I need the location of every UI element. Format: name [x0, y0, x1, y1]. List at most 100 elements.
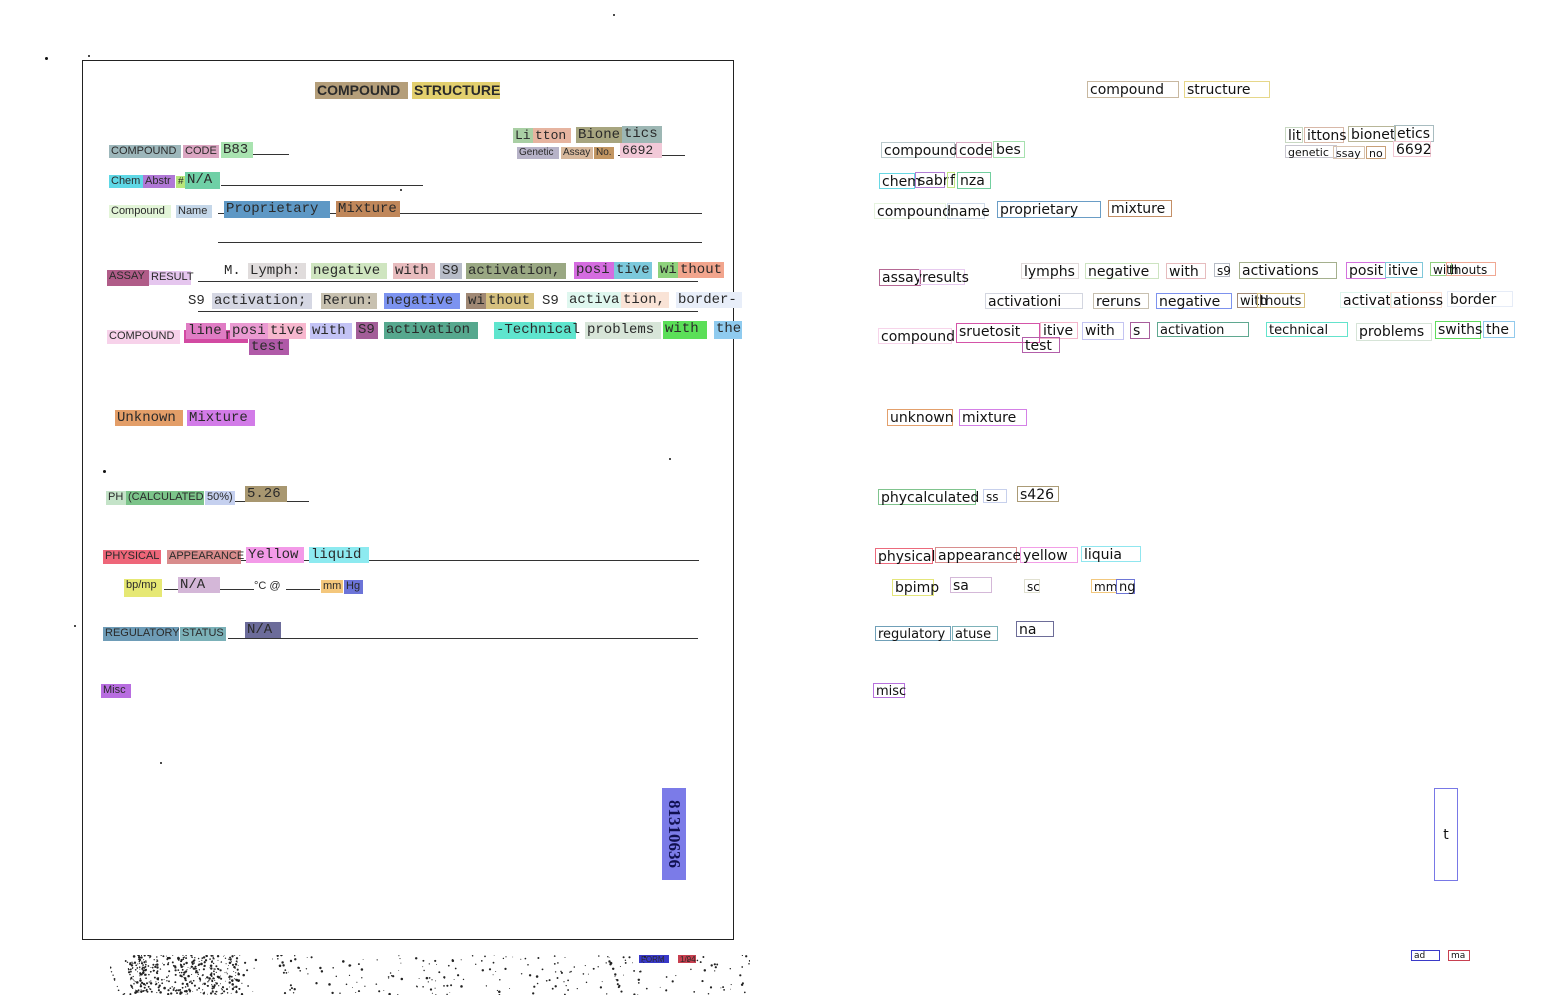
- scan-speck: [669, 458, 671, 460]
- noise-dot: [196, 969, 198, 971]
- ocr-word-box: lymphs: [1021, 263, 1079, 279]
- noise-dot: [220, 977, 223, 980]
- noise-dot: [230, 992, 232, 994]
- noise-dot: [446, 984, 449, 987]
- noise-dot: [211, 960, 213, 962]
- ocr-word-box: mixture: [1108, 200, 1172, 217]
- noise-dot: [185, 957, 188, 960]
- noise-dot: [554, 985, 557, 988]
- noise-dot: [436, 964, 438, 966]
- noise-dot: [215, 982, 218, 985]
- noise-dot: [307, 973, 309, 975]
- noise-dot: [144, 990, 146, 992]
- noise-dot: [182, 957, 184, 959]
- scan-speck: [74, 625, 76, 627]
- ocr-word-box: bes: [993, 141, 1025, 158]
- noise-dot: [447, 964, 450, 967]
- noise-dot: [614, 973, 617, 976]
- noise-dot: [400, 977, 404, 981]
- noise-dot: [220, 993, 222, 995]
- ocr-word-box: proprietary: [997, 201, 1101, 218]
- noise-dot: [145, 968, 148, 971]
- noise-dot: [217, 968, 220, 971]
- noise-dot: [153, 976, 156, 979]
- noise-dot: [223, 955, 224, 957]
- noise-dot: [213, 958, 215, 960]
- ocr-word-box: with: [1430, 262, 1458, 276]
- noise-dot: [299, 969, 302, 972]
- noise-dot: [213, 987, 215, 989]
- ocr-word-box: na: [1016, 621, 1054, 637]
- form-text: 50%): [205, 491, 235, 505]
- noise-dot: [168, 970, 171, 973]
- noise-dot: [180, 971, 183, 974]
- noise-dot: [624, 961, 627, 964]
- noise-dot: [140, 989, 142, 991]
- document-id-stamp: 81310636: [662, 788, 686, 880]
- noise-dot: [200, 992, 202, 994]
- noise-dot: [247, 985, 249, 987]
- noise-dot: [234, 963, 238, 966]
- noise-dot: [184, 979, 187, 982]
- noise-dot: [356, 981, 358, 983]
- noise-dot: [342, 960, 345, 963]
- noise-dot: [137, 958, 139, 960]
- noise-dot: [147, 985, 150, 988]
- ocr-word-box: s: [1130, 322, 1150, 339]
- noise-dot: [605, 962, 607, 964]
- noise-dot: [127, 968, 130, 971]
- ocr-word-box: misc: [873, 683, 906, 698]
- form-text: APPEARANCE: [167, 550, 245, 564]
- noise-dot: [156, 972, 159, 975]
- noise-dot: [167, 992, 170, 995]
- noise-dot: [221, 989, 224, 991]
- noise-dot: [142, 990, 145, 992]
- noise-dot: [536, 982, 539, 985]
- noise-dot: [124, 960, 127, 962]
- ocr-word-box: problems: [1356, 323, 1432, 341]
- noise-dot: [221, 992, 224, 994]
- noise-dot: [415, 985, 418, 987]
- noise-dot: [231, 987, 235, 991]
- ocr-word-box: phycalculated: [878, 489, 979, 505]
- scan-speck: [160, 762, 162, 764]
- scan-speck: [613, 14, 615, 16]
- ocr-word-box: s426: [1017, 486, 1059, 502]
- noise-dot: [141, 967, 144, 970]
- noise-dot: [686, 960, 689, 962]
- noise-dot: [224, 972, 226, 974]
- form-text: with: [663, 321, 707, 339]
- noise-dot: [143, 974, 146, 976]
- noise-dot: [471, 955, 474, 957]
- noise-dot: [741, 955, 744, 957]
- noise-dot: [633, 969, 636, 972]
- noise-dot: [422, 959, 425, 962]
- ocr-word-box: negative: [1085, 263, 1159, 279]
- form-text: negative: [384, 293, 460, 309]
- form-text: activation,: [466, 263, 566, 279]
- noise-dot: [714, 966, 717, 969]
- ocr-word-box: the: [1483, 321, 1515, 338]
- noise-dot: [213, 973, 215, 975]
- noise-dot: [392, 975, 395, 978]
- noise-dot: [228, 975, 232, 978]
- noise-dot: [201, 957, 204, 959]
- noise-dot: [174, 973, 177, 976]
- noise-dot: [709, 986, 713, 989]
- noise-dot: [147, 965, 150, 967]
- noise-dot: [191, 973, 193, 976]
- form-text: No.: [594, 147, 614, 159]
- noise-dot: [131, 968, 133, 970]
- ocr-word-box: with: [1166, 263, 1206, 279]
- noise-dot: [619, 965, 621, 968]
- form-text: S9: [188, 293, 205, 309]
- noise-dot: [233, 978, 235, 980]
- noise-dot: [241, 982, 243, 984]
- noise-dot: [147, 955, 150, 957]
- noise-dot: [163, 979, 165, 981]
- noise-dot: [139, 972, 142, 975]
- noise-dot: [202, 992, 205, 995]
- noise-dot: [199, 979, 202, 981]
- noise-dot: [504, 967, 507, 971]
- noise-dot: [551, 987, 554, 990]
